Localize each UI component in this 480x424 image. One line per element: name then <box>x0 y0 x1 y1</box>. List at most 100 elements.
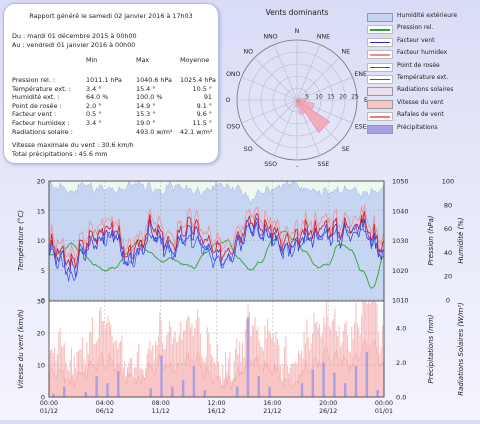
temp-tick-label: 10 <box>37 237 45 245</box>
solar-axis-title: Radiations Solaires (W/m²) <box>457 302 465 396</box>
precip-bar <box>203 390 206 397</box>
rose-direction-label: NE <box>342 48 351 55</box>
precip-tick-label: 4.0 <box>396 324 406 332</box>
stat-label: Radiations solaire : <box>12 127 73 136</box>
precip-bar <box>149 388 152 397</box>
legend-label: Radiations solaires <box>397 86 454 94</box>
stat-max: 19.0 ° <box>136 119 156 127</box>
x-date-label: 01/12 <box>40 408 58 415</box>
rose-direction-label: SSE <box>318 161 330 167</box>
pressure-tick-label: 1050 <box>392 178 409 186</box>
x-time-label: 12:00 <box>207 400 225 407</box>
rose-spoke <box>241 76 298 101</box>
legend-swatch <box>367 13 393 22</box>
rose-petal <box>295 99 299 108</box>
wind-rose-title: Vents dominants <box>266 8 329 17</box>
rose-spoke <box>254 57 298 101</box>
legend-item: Facteur vent <box>367 36 477 48</box>
dewpoint-line <box>48 219 385 282</box>
col-avg: Moyenne <box>180 56 210 64</box>
rose-direction-label: N <box>295 28 300 35</box>
stat-label: Facteur humidex : <box>12 119 70 127</box>
rose-spoke <box>273 44 298 101</box>
precip-bar <box>322 362 325 397</box>
pressure-tick-label: 1020 <box>392 267 409 275</box>
report-from: Du : mardi 01 décembre 2015 à 00h00 <box>12 32 137 40</box>
legend-label: Pression rel. <box>397 24 434 32</box>
temp-tick-label: 5 <box>41 267 45 275</box>
pressure-tick-label: 1040 <box>392 207 409 215</box>
precip-bar <box>95 376 98 397</box>
x-date-label: 01/01 <box>375 408 393 415</box>
precip-bar <box>333 372 336 397</box>
x-time-label: 08:00 <box>152 400 170 407</box>
rose-direction-label: ENE <box>355 71 368 78</box>
stat-label: Température ext. : <box>12 84 71 93</box>
chart-area: 0 5 10 15 20 1010 1020 1030 1040 1050 0 20 40 60 80 100… <box>0 168 480 420</box>
wind-speed-area <box>48 339 385 398</box>
precip-bar <box>257 376 260 397</box>
stat-avg: 11.5 ° <box>192 119 212 127</box>
rose-ring-label: 5 <box>305 95 309 101</box>
stat-min: 3.4 ° <box>86 119 102 127</box>
legend-item: Vitesse du vent <box>367 98 477 110</box>
rose-direction-label: OSO <box>226 124 240 131</box>
rose-petal <box>296 97 307 103</box>
stat-avg: 91 <box>203 93 212 102</box>
stat-max: 100.0 % <box>136 93 163 102</box>
wind-tick-label: 20 <box>37 330 45 338</box>
stat-avg: 42.1 w/m² <box>180 127 213 136</box>
charts-svg: 0510152010101020103010401050020406080100… <box>17 178 465 416</box>
legend-swatch <box>367 37 393 47</box>
report-title: Rapport généré le samedi 02 janvier 2016… <box>29 12 193 20</box>
legend-item: Pression rel. <box>367 23 477 35</box>
humidity-tick-label: 80 <box>444 201 452 209</box>
legend-item: Précipitations <box>367 123 477 135</box>
humidity-axis-title: Humidité (%) <box>457 217 465 264</box>
x-time-label: 00:00 <box>375 400 393 407</box>
rose-direction-label: NO <box>243 48 253 55</box>
precip-bar <box>365 352 369 397</box>
legend-item: Facteur humidex <box>367 48 477 60</box>
legend-label: Vitesse du vent <box>397 98 444 106</box>
legend-swatch <box>367 50 393 60</box>
legend-swatch <box>367 124 393 134</box>
precip-bar <box>181 379 185 397</box>
pressure-tick-label: 1030 <box>392 237 409 245</box>
temperature-line <box>48 210 385 269</box>
rose-direction-label: ONO <box>226 71 240 78</box>
stat-avg: 1025.4 hPa <box>180 76 216 84</box>
precip-bar <box>246 317 250 397</box>
precip-bar <box>192 365 196 397</box>
rose-spoke <box>296 57 340 101</box>
wind-factor-line <box>48 217 385 278</box>
x-date-label: 06/12 <box>96 408 114 415</box>
legend-swatch <box>367 62 393 72</box>
legend-item: Point de rosée <box>367 61 477 73</box>
stat-min: 0.5 ° <box>86 110 102 119</box>
humidity-tick-label: 100 <box>442 178 454 186</box>
rose-spoke <box>273 99 298 156</box>
precip-bar <box>84 391 88 397</box>
precip-tick-label: 0.0 <box>396 394 406 402</box>
legend-item: Température ext. <box>367 73 477 85</box>
humidity-tick-label: 0 <box>446 297 450 305</box>
temp-tick-label: 20 <box>37 178 45 186</box>
legend-swatch <box>367 74 393 84</box>
stat-min: 1011.1 hPa <box>86 76 122 84</box>
humidity-tick-label: 20 <box>444 273 452 281</box>
precip-bar <box>300 383 304 397</box>
legend-swatch <box>367 112 393 122</box>
stat-max: 15.4 ° <box>136 84 156 93</box>
rain-total: Total précipitations : 45.6 mm <box>12 150 108 158</box>
precip-bar <box>311 369 314 397</box>
precip-bar <box>106 383 109 397</box>
humidity-area <box>48 180 385 301</box>
rose-direction-label: O <box>226 97 231 104</box>
wind-tick-label: 30 <box>37 298 45 306</box>
stat-max: 1040.6 hPa <box>136 76 172 84</box>
stat-avg: 10.5 ° <box>192 84 212 93</box>
precip-bar <box>354 365 358 397</box>
rose-direction-label: NNE <box>317 33 330 40</box>
x-date-label: 11/12 <box>152 408 170 415</box>
